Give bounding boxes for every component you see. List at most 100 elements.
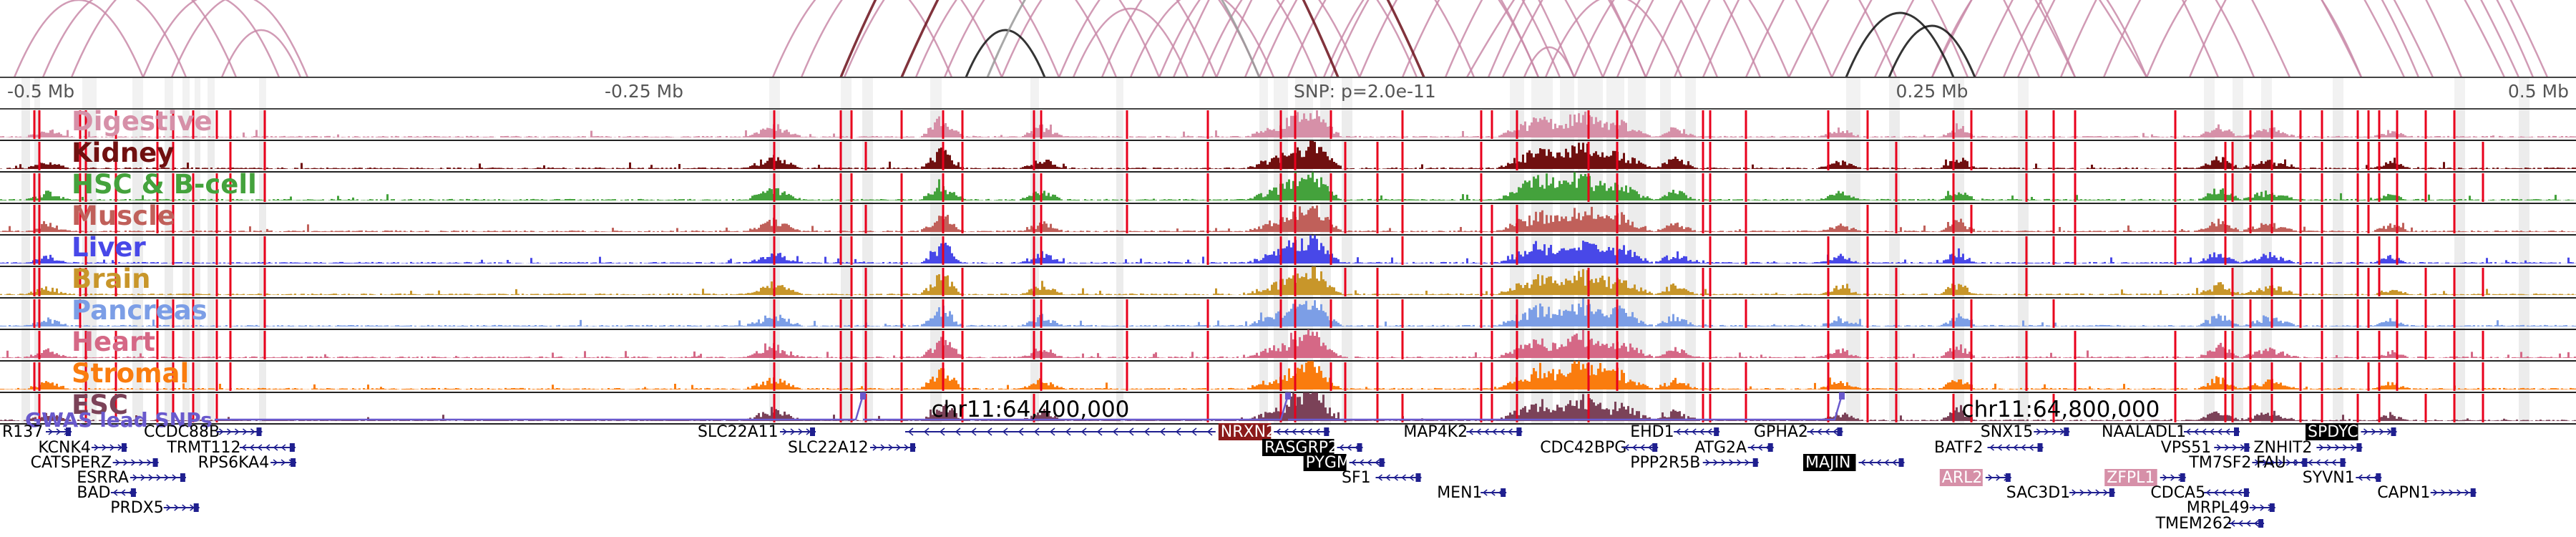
gene-rasgrp2: RASGRP2 [1262,439,1363,457]
gene-strand-arrow [2238,520,2243,527]
gene-strand-arrow [147,459,152,466]
gene-strand-arrow [1833,428,1838,435]
gene-label-box [1218,423,1272,440]
interaction-arc-50 [1072,8,1189,78]
gene-strand-arrow [2252,504,2258,511]
gene-strand-arrow [2079,489,2085,496]
gene-syvn1: SYVN1 [2303,469,2382,487]
gene-name: NAALADL1 [2102,423,2186,441]
gene-strand-arrow [265,444,270,451]
gene-strand-arrow [1817,428,1822,435]
gwas-track: GWAS lead SNPs chr11:64,400,000 chr11:64,8… [25,392,2160,432]
gene-strand-arrow [2221,489,2227,496]
gene-name: PRDX5 [110,499,164,517]
interaction-arc-3 [142,0,280,78]
gene-strand-arrow [2358,474,2363,481]
highlight-band-3 [132,77,143,424]
gene-strand-arrow [2201,428,2207,435]
gene-strand-arrow [1860,459,1865,466]
gene-exon [1357,443,1362,452]
gene-strand-arrow [2323,459,2328,466]
highlight-band-6 [195,77,200,424]
highlight-band-1 [34,77,40,424]
gene-catsperz: CATSPERZ [31,454,159,472]
gene-strand-arrow [880,444,886,451]
interaction-arc-15 [1201,0,1418,78]
gene-strand-arrow [1359,459,1365,466]
gene-strand-arrow [1624,444,1629,451]
highlight-band-37 [2519,77,2529,424]
interaction-arc-39 [2016,0,2549,78]
gene-strand-arrow [1292,428,1297,435]
highlight-band-36 [2454,77,2465,424]
track-signal-2 [0,172,2576,200]
gene-strand-arrow [1492,428,1497,435]
gene-strand-arrow [1409,474,1414,481]
nrxn2-strand-arrow [1049,427,1055,436]
gene-strand-arrow [1631,444,1637,451]
track-signal-7 [0,329,2576,358]
highlight-band-33 [2233,77,2243,424]
interaction-arc-10 [943,0,1161,78]
gene-strand-arrow [2308,459,2313,466]
gene-strand-arrow [2253,520,2259,527]
gene-strand-arrow [166,504,171,511]
gene-strand-arrow [1745,459,1750,466]
gene-name: VPS51 [2161,439,2211,457]
gene-strand-arrow [280,444,286,451]
gene-ccdc88b: CCDC88B [144,423,263,441]
gene-strand-arrow [1500,428,1505,435]
gene-strand-arrow [2232,444,2238,451]
nrxn2-strand-arrow [955,427,961,436]
gene-strand-arrow [2379,428,2384,435]
gene-name: PYGM [1306,454,1350,472]
track-label-esc: ESC [72,390,128,420]
gene-name: CAPN1 [2377,484,2430,502]
gene-batf2: BATF2 [1934,439,2044,457]
interaction-arc-35 [1830,0,2406,78]
nrxn2-strand-arrow [1175,427,1181,436]
gene-strand-arrow [2316,459,2321,466]
gene-exon [2258,519,2264,528]
gene-strand-arrow [2366,474,2371,481]
gene-strand-arrow [1498,489,1503,496]
gene-prdx5: PRDX5 [110,499,200,517]
highlight-bands [21,77,2529,424]
gene-strand-arrow [94,444,99,451]
gene-name: ZFPL1 [2107,469,2155,487]
gene-strand-arrow [2441,489,2446,496]
highlight-band-28 [1846,77,1860,424]
gene-strand-arrow [2103,489,2109,496]
gene-strand-arrow [2209,428,2215,435]
gene-name: EHD1 [1630,423,1674,441]
gene-strand-arrow [2260,504,2265,511]
gene-exon [1415,473,1421,482]
gene-strand-arrow [48,428,54,435]
gene-strand-arrow [2229,489,2235,496]
gene-label-box [2306,423,2358,440]
gene-label-box [1939,469,1983,486]
gene-strand-arrow [1307,428,1312,435]
gwas-snp-marker-0 [860,392,866,400]
gene-exon [2234,427,2239,436]
gene-strand-arrow [1377,474,1382,481]
gene-strand-arrow [1713,459,1718,466]
gene-strand-arrow [64,428,69,435]
interaction-arc-14 [1158,0,1361,78]
gene-strand-arrow [172,474,177,481]
snp-pvalue-label: SNP: p=2.0e-11 [1294,81,1436,102]
coordinate-label: chr11:64,800,000 [1962,397,2160,422]
gene-strand-arrow [235,428,240,435]
gene-strand-arrow [1705,459,1710,466]
gene-strand-arrow [109,444,115,451]
gene-strand-arrow [1892,459,1897,466]
gene-name: SPDYC [2308,423,2358,441]
interaction-arc-2 [70,0,238,78]
gene-strand-arrow [2278,459,2283,466]
gene-strand-arrow [872,444,878,451]
gene-strand-arrow [1339,444,1344,451]
gene-strand-arrow [140,474,146,481]
gene-name: CDC42BPG [1540,439,1626,457]
